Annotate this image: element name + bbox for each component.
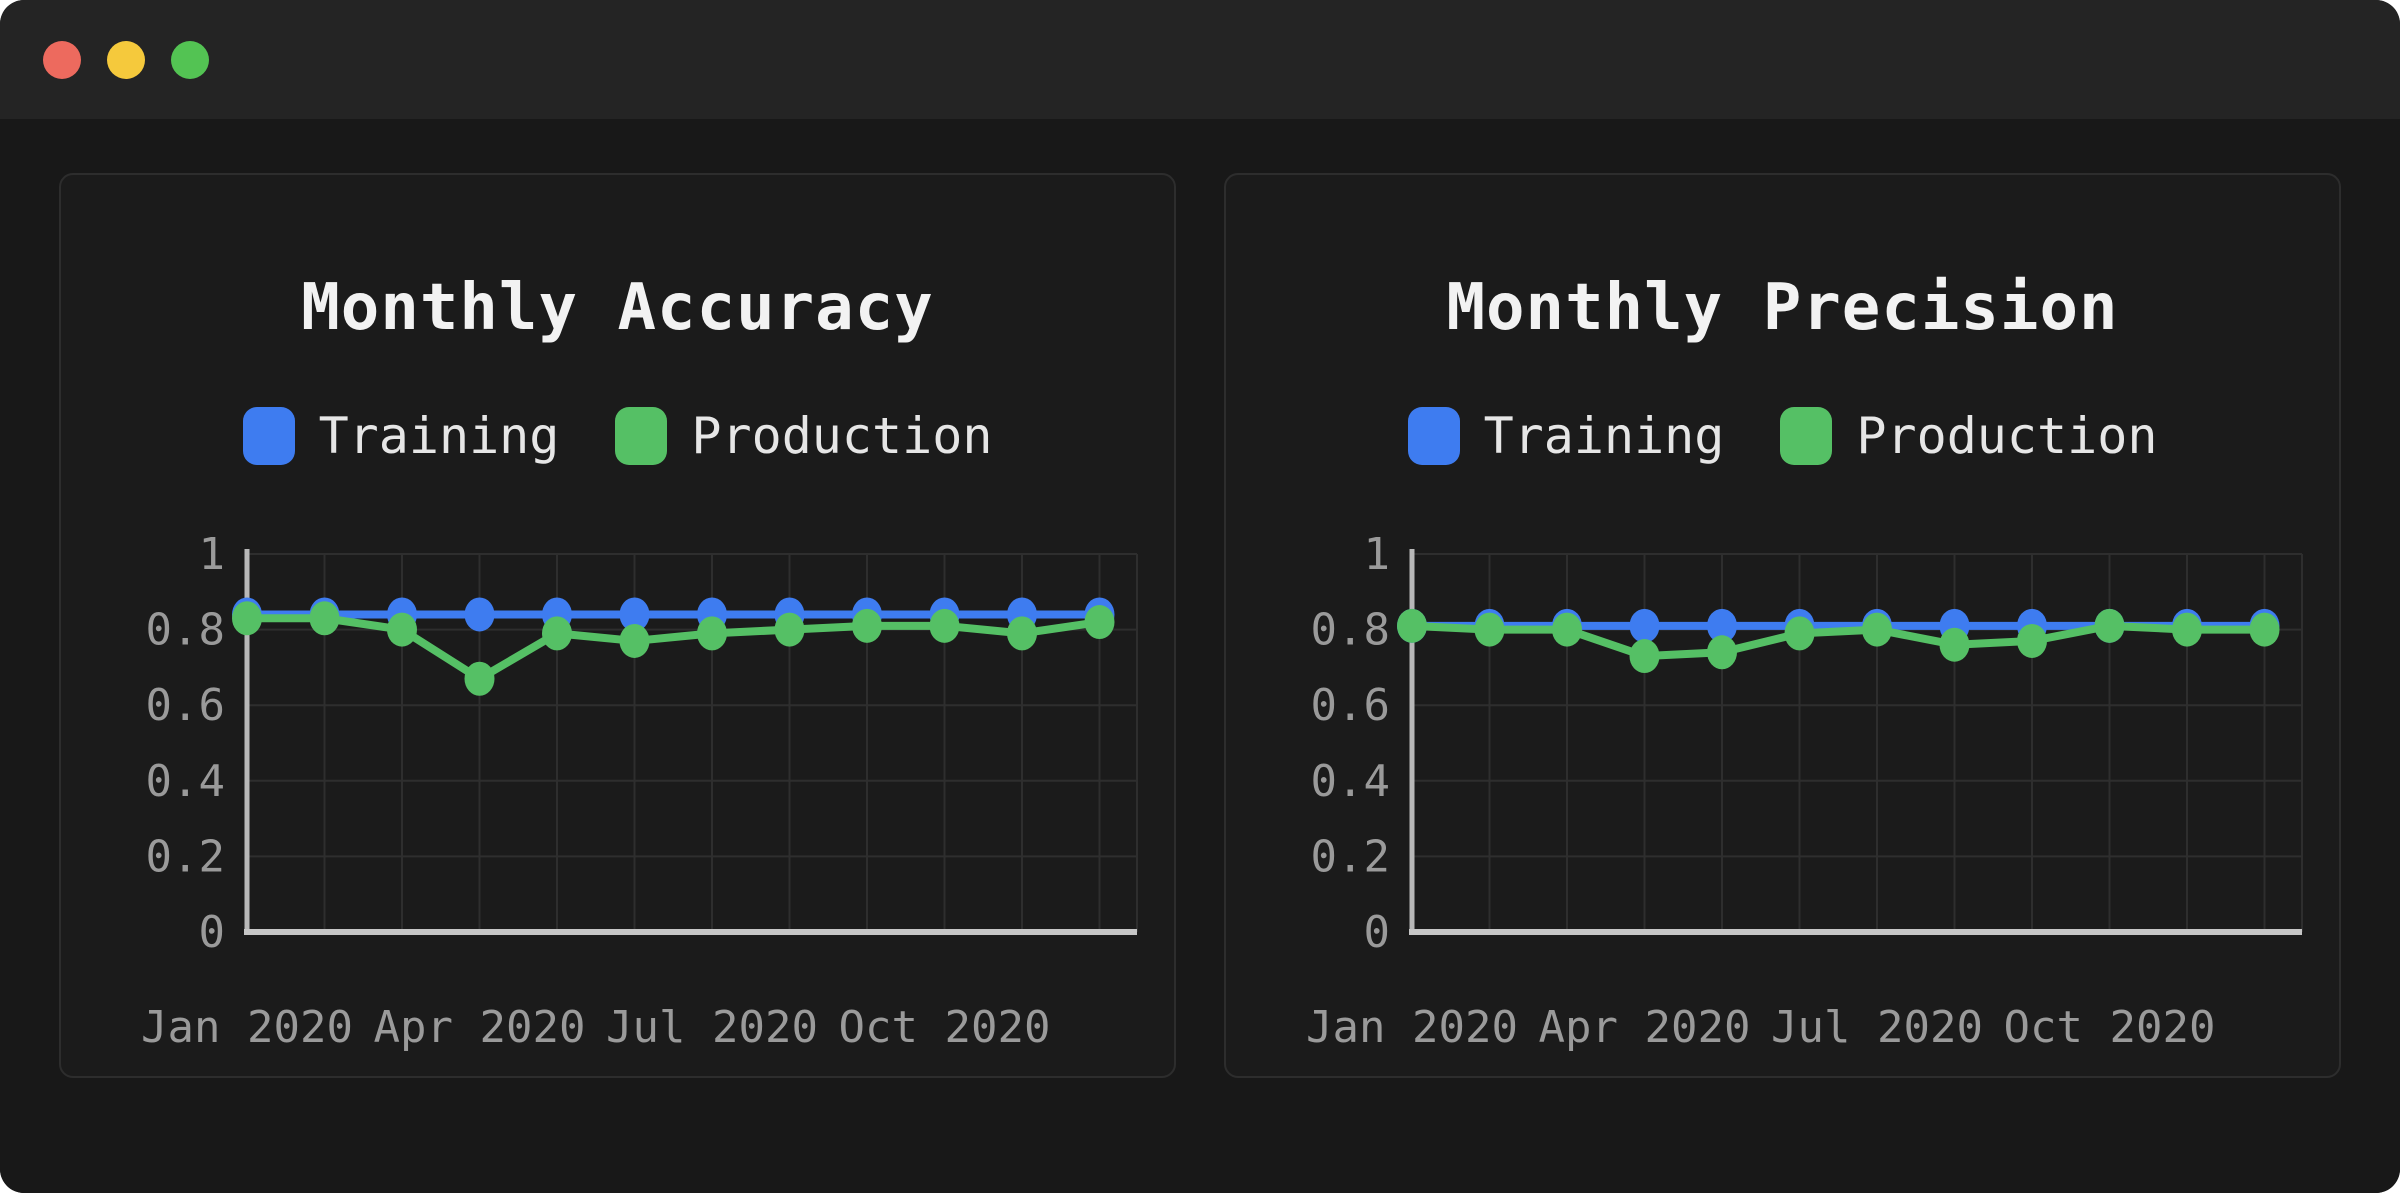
x-tick-label: Apr 2020	[374, 1002, 586, 1053]
data-point-training	[464, 597, 495, 632]
data-point-production	[2249, 612, 2280, 647]
production-swatch-icon	[1780, 407, 1833, 465]
production-swatch-icon	[615, 407, 668, 465]
series-line-production	[1408, 621, 2269, 661]
precision-chart-card: Monthly Precision Training Production 1 0…	[1224, 173, 2341, 1078]
y-tick-label: 0	[1364, 907, 1391, 958]
x-tick-label: Jan 2020	[141, 1002, 353, 1053]
x-tick-label: Oct 2020	[2004, 1002, 2216, 1053]
data-point-production	[309, 601, 340, 636]
data-point-production	[1552, 612, 1582, 647]
chart-title: Monthly Precision	[1446, 271, 2119, 345]
chart-title: Monthly Accuracy	[301, 271, 934, 345]
accuracy-line-chart: 1 0.8 0.6 0.4 0.2 0 Jan 2020 Apr 2020 Jul 2020 Oc…	[141, 529, 1138, 1053]
data-point-production	[929, 608, 960, 643]
data-point-production	[387, 612, 417, 647]
data-point-production	[697, 616, 727, 651]
data-point-production	[1862, 612, 1892, 647]
data-point-production	[1397, 608, 1427, 643]
data-point-production	[1007, 616, 1037, 651]
legend-label: Production	[691, 407, 993, 465]
legend-item-training: Training	[1407, 407, 1725, 465]
x-tick-label: Jul 2020	[1771, 1002, 1983, 1053]
training-swatch-icon	[1407, 407, 1460, 465]
data-point-production	[619, 623, 650, 658]
data-point-training	[1629, 608, 1660, 643]
legend-label: Training	[1483, 407, 1725, 465]
data-point-production	[1629, 639, 1660, 674]
minimize-button[interactable]	[107, 41, 145, 79]
traffic-lights	[43, 41, 209, 79]
training-swatch-icon	[242, 407, 295, 465]
gridlines	[1411, 553, 2303, 932]
y-tick-label: 0.6	[146, 680, 225, 731]
titlebar	[0, 0, 2400, 119]
data-point-production	[1784, 616, 1815, 651]
y-tick-label: 0.2	[146, 831, 225, 882]
legend-item-production: Production	[615, 407, 992, 465]
data-point-training	[1707, 608, 1737, 643]
y-tick-label: 0.2	[1311, 831, 1390, 882]
data-point-production	[774, 612, 805, 647]
y-tick-label: 0	[199, 907, 226, 958]
y-tick-label: 0.4	[1311, 756, 1390, 807]
maximize-button[interactable]	[171, 41, 209, 79]
legend: Training Production	[1226, 407, 2339, 465]
data-point-production	[232, 601, 262, 636]
x-tick-label: Jul 2020	[606, 1002, 818, 1053]
y-tick-label: 0.8	[1311, 605, 1390, 656]
close-button[interactable]	[43, 41, 81, 79]
data-point-production	[542, 616, 572, 651]
data-point-production	[1474, 612, 1505, 647]
data-point-production	[2094, 608, 2125, 643]
y-tick-label: 1	[1364, 529, 1391, 580]
x-tick-label: Oct 2020	[839, 1002, 1051, 1053]
data-point-production	[1084, 605, 1115, 640]
legend-item-production: Production	[1780, 407, 2157, 465]
data-point-production	[1939, 627, 1970, 662]
x-tick-label: Apr 2020	[1539, 1002, 1751, 1053]
legend-label: Training	[318, 407, 560, 465]
x-tick-label: Jan 2020	[1306, 1002, 1518, 1053]
accuracy-chart-card: Monthly Accuracy Training Production 1 0.…	[59, 173, 1176, 1078]
data-point-production	[2172, 612, 2202, 647]
data-point-training	[619, 597, 650, 632]
y-tick-label: 1	[199, 529, 226, 580]
data-point-production	[2017, 623, 2047, 658]
content-area: Monthly Accuracy Training Production 1 0.…	[0, 119, 2400, 1193]
y-tick-label: 0.8	[146, 605, 225, 656]
y-tick-label: 0.4	[146, 756, 225, 807]
data-point-production	[852, 608, 882, 643]
data-point-production	[464, 661, 495, 696]
series-line-production	[243, 614, 1104, 683]
precision-line-chart: 1 0.8 0.6 0.4 0.2 0 Jan 2020 Apr 2020 Jul 2020 Oc…	[1306, 529, 2303, 1053]
legend: Training Production	[61, 407, 1174, 465]
legend-item-training: Training	[242, 407, 560, 465]
legend-label: Production	[1856, 407, 2158, 465]
y-tick-label: 0.6	[1311, 680, 1390, 731]
data-point-production	[1707, 635, 1737, 670]
